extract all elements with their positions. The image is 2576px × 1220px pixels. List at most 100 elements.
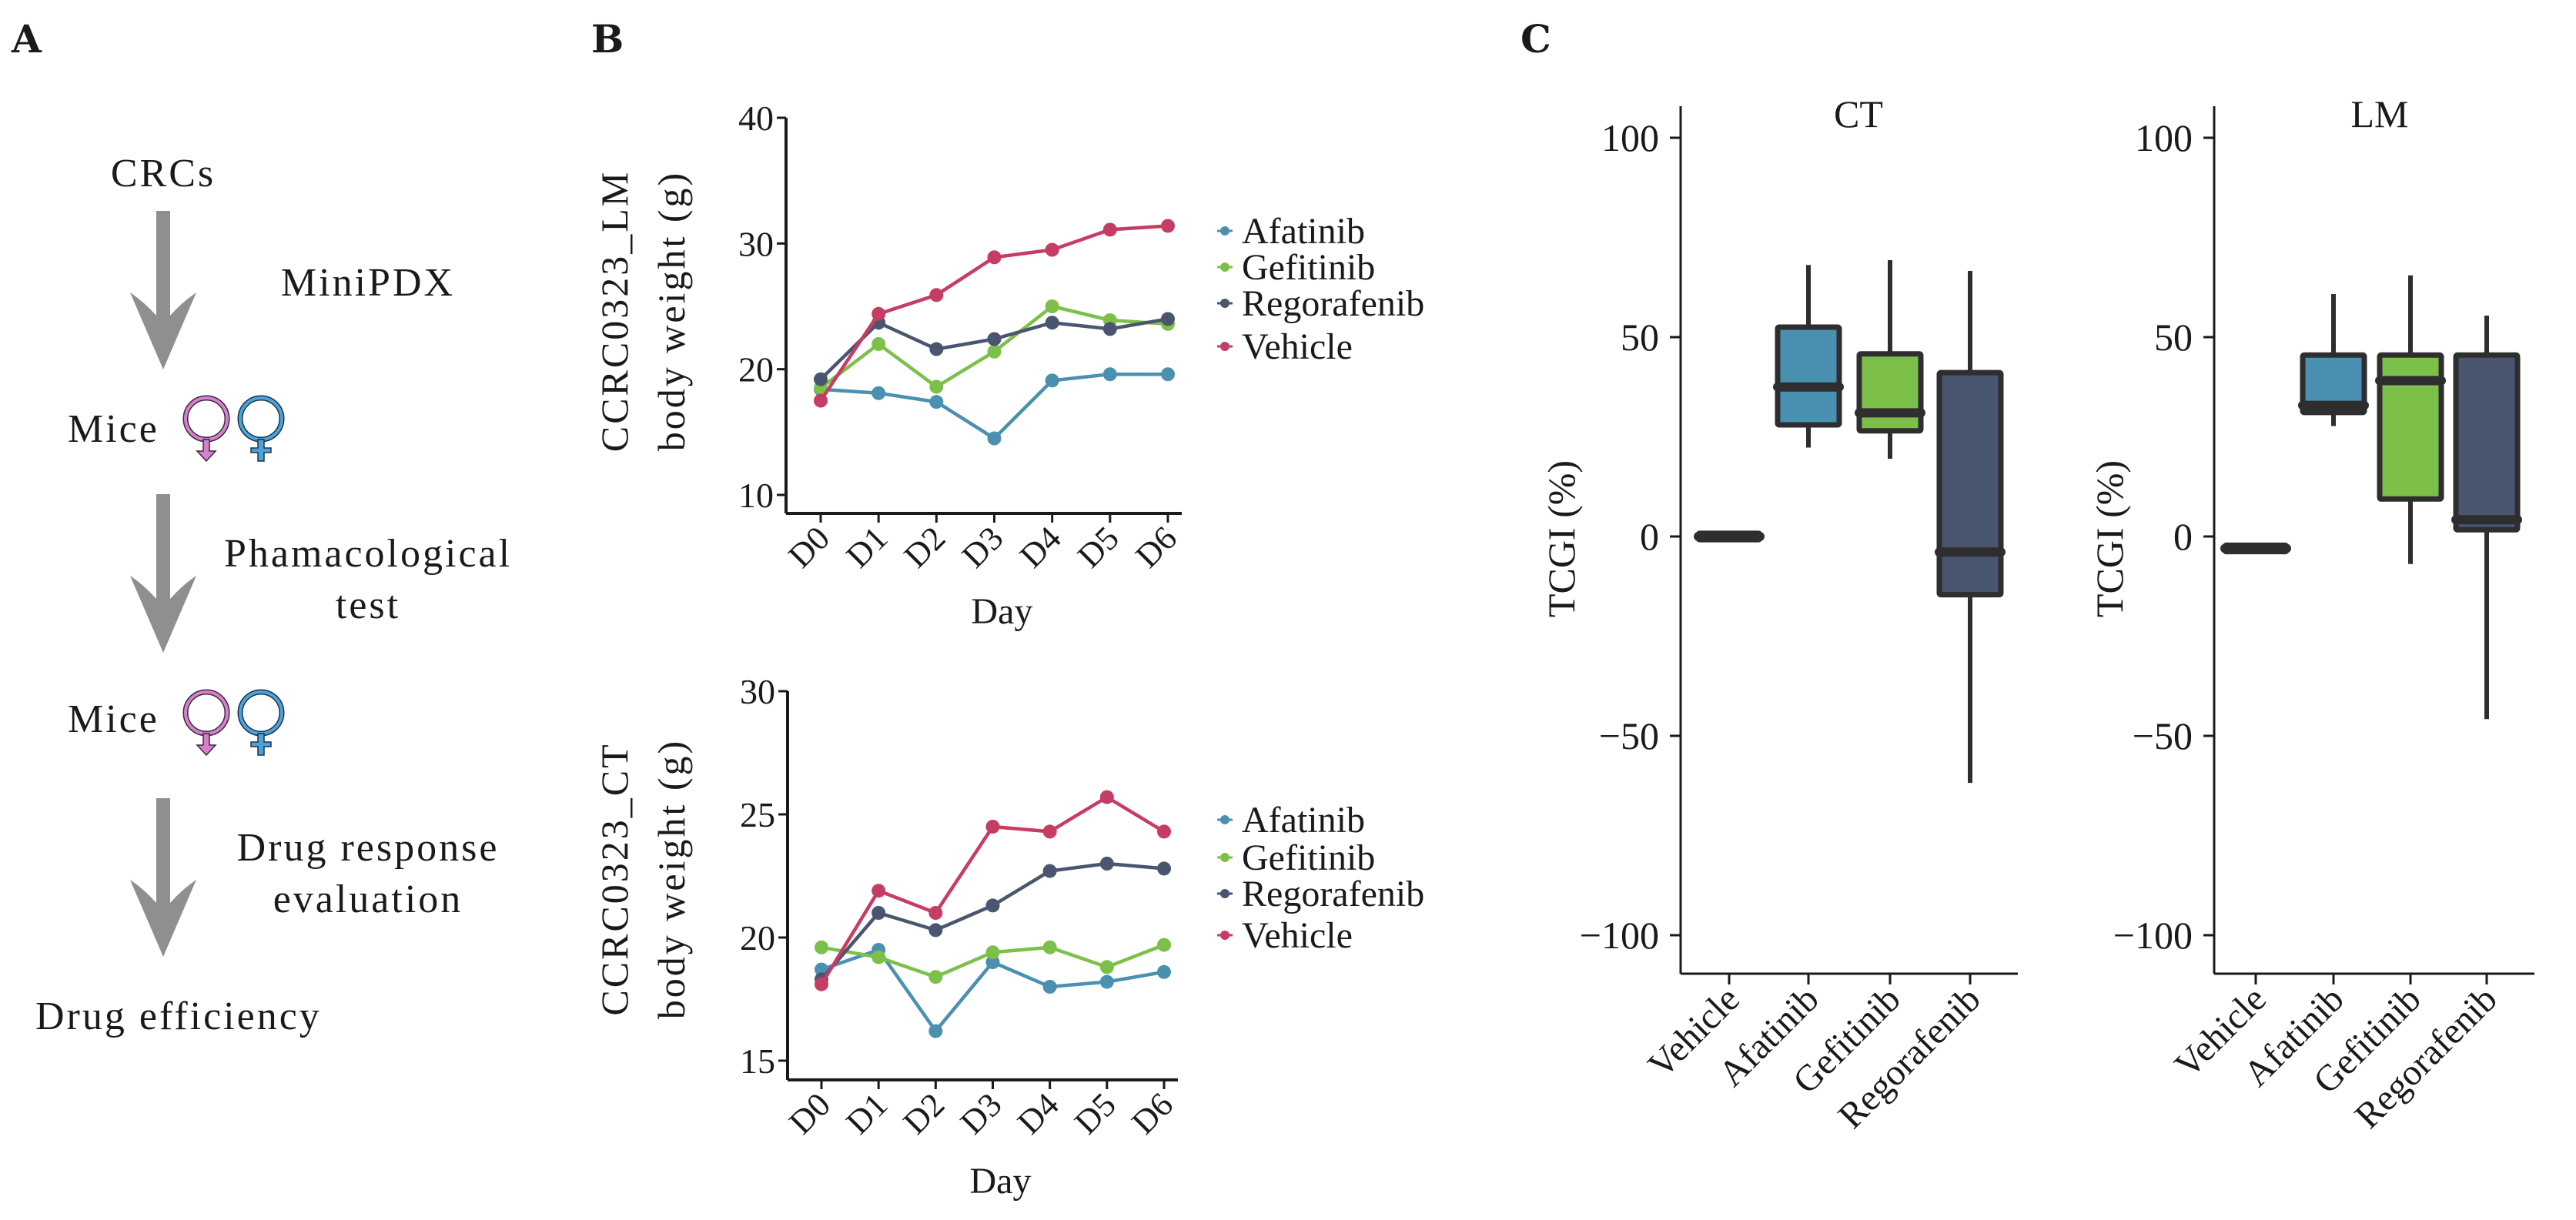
down-arrow-icon [130,211,196,369]
panel-label-a: A [11,16,42,62]
x-tick-label: D2 [897,519,953,575]
data-point-vehicle [1102,222,1117,237]
flowchart: CRCs Mice Mice Drug efficiency MiniPDX P… [35,152,512,1038]
x-tick-label: D1 [839,519,895,575]
legend-marker [1220,262,1229,272]
y-tick-label: 15 [740,1041,775,1081]
box-regorafenib [2453,352,2521,533]
data-point-regorafenib [814,372,828,386]
legend-marker [1220,931,1229,940]
x-tick-label: D4 [1010,1085,1066,1141]
data-point-afatinib [928,1024,943,1038]
chart-title: CT [1834,92,1883,135]
y-tick-label: 40 [738,99,774,138]
y-tick-label: 30 [738,224,774,263]
data-point-regorafenib [1161,312,1175,326]
box-afatinib [1775,324,1842,428]
y-tick-label: 50 [1621,316,1659,359]
data-point-afatinib [929,395,944,409]
y-tick-label: 20 [740,918,775,958]
legend-label: Gefitinib [1242,247,1375,288]
y-tick-label: 25 [740,795,775,834]
data-point-afatinib [1042,980,1057,994]
x-tick-label: D6 [1128,519,1184,575]
female-symbol-pink-icon [182,395,230,463]
data-point-afatinib [1102,367,1117,382]
data-point-vehicle [1099,790,1114,804]
y-tick-label: −50 [2133,714,2193,757]
data-point-afatinib [987,431,1002,446]
data-point-regorafenib [871,906,886,920]
data-point-vehicle [1161,219,1175,233]
y-axis-label: CCRC0323_CT [593,742,636,1015]
legend-marker [1220,342,1229,351]
y-axis-label: TCGI (%) [2088,460,2131,617]
data-point-regorafenib [928,923,943,938]
symbol-ring [239,396,283,441]
data-point-gefitinib [985,945,1000,960]
data-point-vehicle [1045,242,1059,257]
x-tick-label: D0 [781,519,837,575]
panel-label-c: C [1521,16,1551,62]
data-point-afatinib [871,386,886,400]
x-tick-label: D1 [839,1085,895,1141]
y-tick-label: 100 [1601,116,1659,159]
data-point-regorafenib [985,898,1000,913]
y-tick-label: 10 [738,476,774,515]
y-tick-label: −100 [1580,914,1659,957]
data-point-vehicle [987,250,1002,265]
x-tick-label: D5 [1070,519,1126,575]
data-point-vehicle [1042,824,1057,839]
data-point-regorafenib [1099,857,1114,871]
step-mice-1: Mice [68,407,159,451]
female-symbol-blue-icon [237,395,285,462]
legend-marker [1220,889,1229,898]
female-symbol-blue-icon [237,689,285,756]
symbol-arrow [196,733,217,757]
data-point-gefitinib [1157,938,1171,952]
legend-label: Regorafenib [1242,283,1424,324]
legend-marker [1220,853,1229,862]
legend-marker [1220,299,1229,308]
y-tick-label: −100 [2113,914,2193,957]
data-point-vehicle [928,906,943,920]
transition-minipdx: MiniPDX [281,261,455,305]
data-point-afatinib [1099,974,1114,989]
down-arrow-icon [130,798,196,957]
data-point-gefitinib [928,970,943,984]
box-regorafenib [1936,369,2004,598]
panel-label-b: B [591,16,624,62]
data-point-regorafenib [1042,864,1057,878]
data-point-vehicle [815,977,828,991]
x-axis-label: Day [972,591,1033,632]
data-point-gefitinib [871,950,886,964]
y-axis-label: body weight (g) [650,171,693,451]
data-point-gefitinib [1045,299,1059,313]
data-point-afatinib [1157,964,1171,979]
x-tick-label: D3 [955,519,1011,575]
y-tick-label: 20 [738,350,774,389]
data-point-gefitinib [1099,960,1114,974]
y-tick-label: −50 [1599,714,1659,757]
y-tick-label: 0 [1640,515,1659,558]
legend-label: Afatinib [1242,211,1365,252]
legend-marker [1220,815,1229,824]
x-tick-label: D5 [1067,1085,1123,1141]
legend-marker [1220,226,1229,236]
transition-pharmacological: Phamacological [224,532,512,576]
data-point-regorafenib [1157,861,1171,876]
y-tick-label: 50 [2154,316,2193,359]
transition-drug-response: Drug response [237,826,500,870]
line-chart: 10 20 30 40 D0 D1 D2 D3 D4 D5 D6 Day CCRC0323_LM body… [593,99,1424,632]
legend-label: Gefitinib [1242,837,1375,878]
chart-title: LM [2351,92,2409,135]
x-tick-label: D3 [953,1085,1009,1141]
data-point-vehicle [871,306,886,321]
transition-evaluation: evaluation [273,877,463,921]
data-point-gefitinib [871,337,886,351]
y-axis-label: TCGI (%) [1540,460,1583,617]
data-point-afatinib [985,955,1000,969]
data-point-afatinib [1045,373,1059,388]
data-point-regorafenib [1102,322,1117,336]
data-point-gefitinib [929,379,944,394]
